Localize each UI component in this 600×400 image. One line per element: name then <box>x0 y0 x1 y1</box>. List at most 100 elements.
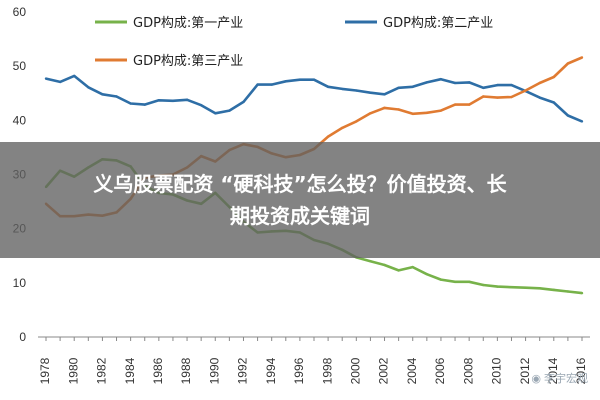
series-2-point <box>326 85 330 88</box>
x-tick-label: 1996 <box>292 357 306 384</box>
series-2-point <box>214 112 217 115</box>
series-1-point <box>383 263 386 267</box>
x-tick-label: 1982 <box>95 357 109 384</box>
series-3-point <box>383 106 386 110</box>
series-3-point <box>425 111 429 114</box>
series-1-point <box>397 269 400 272</box>
series-3-point <box>411 112 414 116</box>
series-3-point <box>369 112 372 115</box>
series-2-point <box>284 80 287 83</box>
x-tick-label: 2016 <box>574 357 588 384</box>
x-tick-label: 2012 <box>518 357 532 384</box>
series-2-point <box>439 77 443 81</box>
x-tick-label: 1986 <box>151 357 165 384</box>
legend-label-2: GDP构成:第二产业 <box>383 16 493 31</box>
series-2-point <box>355 89 358 92</box>
series-2-point <box>580 120 584 123</box>
series-2-point <box>242 100 245 104</box>
series-2-point <box>143 103 146 106</box>
series-2-point <box>270 83 273 86</box>
series-2-point <box>411 85 414 88</box>
watermark-text: 李宇宏观 <box>544 372 588 385</box>
series-3-point <box>326 135 330 138</box>
x-tick-label: 1990 <box>207 357 221 384</box>
series-3-point <box>439 109 443 112</box>
series-3-point <box>496 96 499 99</box>
series-1-point <box>580 291 584 295</box>
series-3-point <box>341 126 344 130</box>
series-2-point <box>115 95 118 98</box>
series-3-point <box>524 89 527 92</box>
article-title-banner[interactable]: 义乌股票配资 “硬科技”怎么投？价值投资、长 期投资成关键词 <box>0 142 600 258</box>
x-tick-label: 1980 <box>66 357 80 384</box>
series-2-point <box>157 99 161 102</box>
x-tick-label: 2000 <box>348 357 362 384</box>
series-3-point <box>453 103 457 106</box>
series-2-point <box>453 81 457 85</box>
series-2-point <box>369 91 372 94</box>
series-2-point <box>256 83 259 86</box>
series-2-point <box>73 74 76 78</box>
series-3-point <box>566 62 570 65</box>
series-3-point <box>538 81 541 85</box>
series-2-point <box>552 101 555 104</box>
series-2-point <box>341 87 344 91</box>
series-3-point <box>580 56 584 59</box>
series-2-point <box>87 86 90 89</box>
x-tick-label: 1998 <box>320 357 334 384</box>
wechat-icon: ◉ <box>531 371 541 385</box>
chart-legend: GDP构成:第一产业 GDP构成:第二产业 GDP构成:第三产业 <box>95 16 493 69</box>
series-2-point <box>566 114 570 117</box>
article-title-line-1: 义乌股票配资 “硬科技”怎么投？价值投资、长 <box>93 172 507 196</box>
series-2-point <box>496 83 499 87</box>
series-1-point <box>496 285 499 288</box>
series-1-point <box>552 288 555 292</box>
series-1-point <box>425 272 429 276</box>
series-2-point <box>538 96 541 99</box>
y-tick-label: 10 <box>13 276 27 290</box>
series-2-point <box>129 102 132 105</box>
x-tick-label: 2008 <box>461 357 475 384</box>
x-tick-label: 1978 <box>38 357 52 384</box>
series-2-point <box>298 78 302 81</box>
series-1-point <box>510 285 513 289</box>
x-tick-label: 1994 <box>264 357 278 384</box>
series-2-point <box>482 86 485 90</box>
series-2-point <box>383 93 386 96</box>
series-1-point <box>566 290 570 293</box>
series-1-point <box>411 265 414 269</box>
series-1-point <box>538 287 541 290</box>
series-3-point <box>355 120 358 123</box>
series-2-point <box>425 81 429 84</box>
series-3-point <box>510 95 513 99</box>
y-tick-label: 40 <box>13 113 27 127</box>
series-2-point <box>185 98 189 101</box>
series-2-point <box>58 80 62 84</box>
series-1-point <box>524 286 527 289</box>
series-3-point <box>397 108 400 111</box>
series-2-point <box>44 77 48 80</box>
series-2-point <box>171 99 175 103</box>
y-tick-label: 0 <box>19 330 26 344</box>
series-2-point <box>312 78 316 81</box>
y-tick-label: 60 <box>13 5 27 19</box>
article-title-line-2: 期投资成关键词 <box>230 204 370 228</box>
source-watermark: ◉ 李宇宏观 <box>531 370 588 386</box>
series-2-point <box>510 83 513 87</box>
series-2-point <box>101 93 104 96</box>
x-tick-label: 2002 <box>377 357 391 384</box>
series-1-point <box>482 283 485 287</box>
x-tick-label: 1988 <box>179 357 193 384</box>
series-1-point <box>439 278 443 281</box>
x-tick-label: 2014 <box>546 357 560 384</box>
x-tick-label: 2010 <box>490 357 504 384</box>
series-3-point <box>482 95 485 98</box>
series-1-point <box>453 280 457 283</box>
series-2-point <box>199 103 203 107</box>
series-3-point <box>467 103 471 106</box>
legend-label-3: GDP构成:第三产业 <box>133 54 243 69</box>
series-1-point <box>467 280 471 283</box>
y-tick-label: 50 <box>13 59 27 73</box>
series-2-point <box>397 86 400 90</box>
series-2-point <box>228 109 231 112</box>
